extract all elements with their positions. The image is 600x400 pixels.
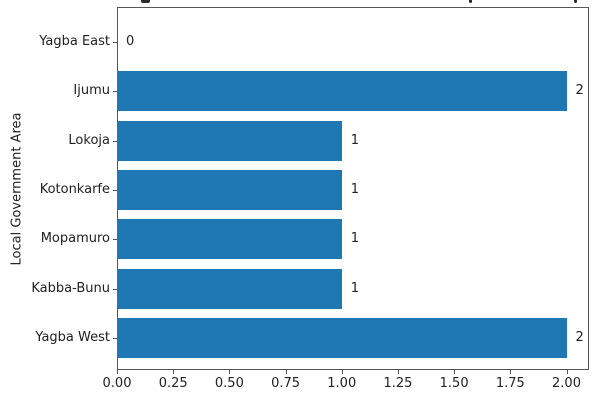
- bar-value-label: 0: [126, 34, 135, 49]
- bar: [117, 120, 342, 161]
- x-axis-tick-label: 1.00: [327, 376, 357, 391]
- cropped-title-fragment: [469, 0, 472, 3]
- x-axis-tick: [510, 370, 512, 374]
- x-axis-tick: [566, 370, 568, 374]
- bar: [117, 71, 567, 112]
- y-axis-tick: [113, 288, 117, 290]
- x-axis-tick-label: 0.50: [214, 376, 244, 391]
- cropped-title-fragment: [574, 0, 577, 3]
- bar-value-label: 1: [350, 132, 360, 148]
- cropped-title-fragment: [141, 0, 150, 3]
- bar-value-label: 2: [575, 83, 584, 99]
- bar: [117, 219, 342, 260]
- x-axis-tick: [173, 370, 175, 374]
- x-axis-tick-label: 0.75: [271, 376, 301, 391]
- category-label: Yagba West: [35, 329, 110, 345]
- bar-value-label: 1: [350, 181, 360, 197]
- y-axis-tick: [113, 337, 117, 339]
- x-axis-tick: [229, 370, 231, 374]
- x-axis-tick-label: 1.75: [495, 376, 525, 391]
- bar: [117, 268, 342, 309]
- bar-value-label: 1: [350, 231, 360, 247]
- y-axis-tick: [113, 42, 117, 43]
- x-axis-tick: [117, 370, 118, 374]
- category-label: Kabba-Bunu: [31, 280, 110, 296]
- x-axis-tick: [454, 370, 456, 374]
- y-axis-tick: [113, 239, 117, 241]
- category-label: Ijumu: [73, 83, 110, 99]
- bar: [117, 317, 567, 358]
- y-axis-tick: [113, 189, 117, 191]
- y-axis-tick: [113, 140, 117, 142]
- x-axis-tick-label: 0.00: [102, 376, 132, 391]
- y-axis-tick: [113, 91, 117, 93]
- category-label: Kotonkarfe: [39, 181, 110, 197]
- x-axis-tick-label: 1.25: [383, 376, 413, 391]
- bar-value-label: 2: [575, 329, 584, 345]
- bar: [117, 169, 342, 210]
- x-axis-tick: [341, 370, 343, 374]
- category-label: Mopamuro: [40, 231, 110, 247]
- category-label: Lokoja: [68, 132, 110, 148]
- bar-value-label: 1: [350, 280, 360, 296]
- x-axis-tick-label: 1.50: [439, 376, 469, 391]
- x-axis-tick-label: 2.00: [552, 376, 581, 391]
- x-axis-tick: [397, 370, 399, 374]
- category-label: Yagba East: [39, 34, 110, 49]
- x-axis-tick: [285, 370, 287, 374]
- x-axis-tick-label: 0.25: [158, 376, 188, 391]
